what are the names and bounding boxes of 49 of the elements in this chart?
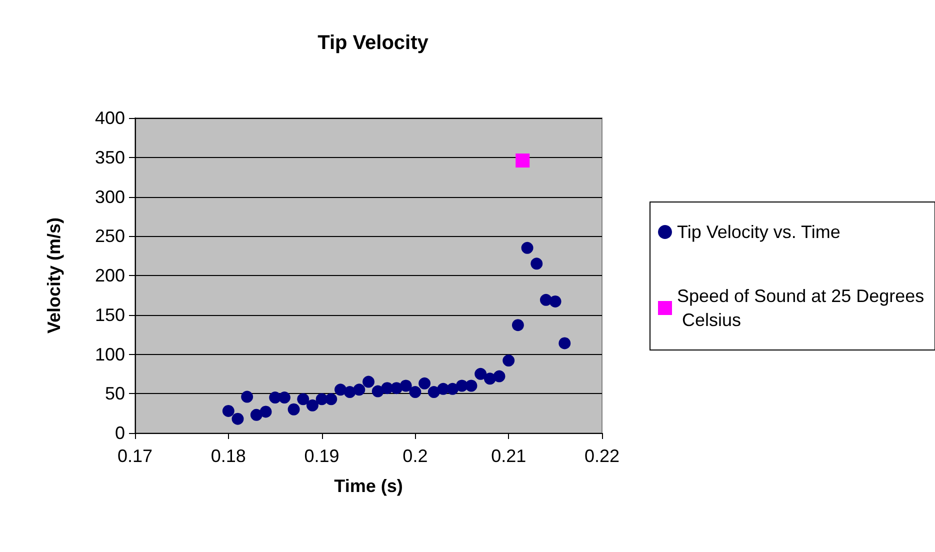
x-tick-label: 0.19 xyxy=(304,446,340,466)
point xyxy=(222,404,234,417)
y-tick-label: 50 xyxy=(104,384,125,404)
point xyxy=(288,403,300,416)
point xyxy=(512,319,524,332)
point xyxy=(516,154,530,168)
x-tick-label: 0.2 xyxy=(402,446,428,466)
point xyxy=(493,370,506,382)
point xyxy=(428,386,440,398)
point xyxy=(400,380,412,392)
y-tick-label: 200 xyxy=(94,266,125,286)
y-tick-label: 0 xyxy=(114,423,125,443)
point xyxy=(334,384,346,396)
y-tick-label: 300 xyxy=(94,186,125,207)
x-tick-label: 0.18 xyxy=(210,446,246,466)
point xyxy=(549,295,562,308)
point xyxy=(474,368,487,380)
point xyxy=(409,386,422,398)
point xyxy=(278,392,290,404)
x-tick-label: 0.21 xyxy=(491,446,526,466)
y-tick-label: 250 xyxy=(94,226,125,246)
point xyxy=(297,393,310,406)
x-axis-title: Time (s) xyxy=(334,476,403,496)
legend-label: Speed of Sound at 25 Degrees Celsius xyxy=(677,286,924,330)
point xyxy=(306,399,318,412)
point xyxy=(250,408,262,421)
y-axis-title: Velocity (m/s) xyxy=(44,217,64,334)
x-tick-label: 0.22 xyxy=(584,446,620,466)
y-tick-label: 350 xyxy=(94,147,125,168)
point xyxy=(372,385,384,398)
point xyxy=(465,380,478,392)
point xyxy=(521,242,534,254)
point xyxy=(260,406,272,418)
point xyxy=(530,258,543,270)
point xyxy=(558,337,571,350)
y-tick-label: 100 xyxy=(94,344,125,364)
y-tick-label: 150 xyxy=(94,304,125,325)
point xyxy=(241,390,254,403)
point xyxy=(232,412,244,425)
legend-label: Tip Velocity vs. Time xyxy=(677,222,840,242)
point xyxy=(502,354,515,367)
y-tick-label: 400 xyxy=(94,108,125,128)
point xyxy=(362,376,374,388)
point xyxy=(446,382,459,395)
point xyxy=(418,377,431,390)
point xyxy=(325,393,338,406)
point xyxy=(353,384,366,396)
x-tick-label: 0.17 xyxy=(117,446,153,466)
chart-title: Tip Velocity xyxy=(318,32,430,54)
